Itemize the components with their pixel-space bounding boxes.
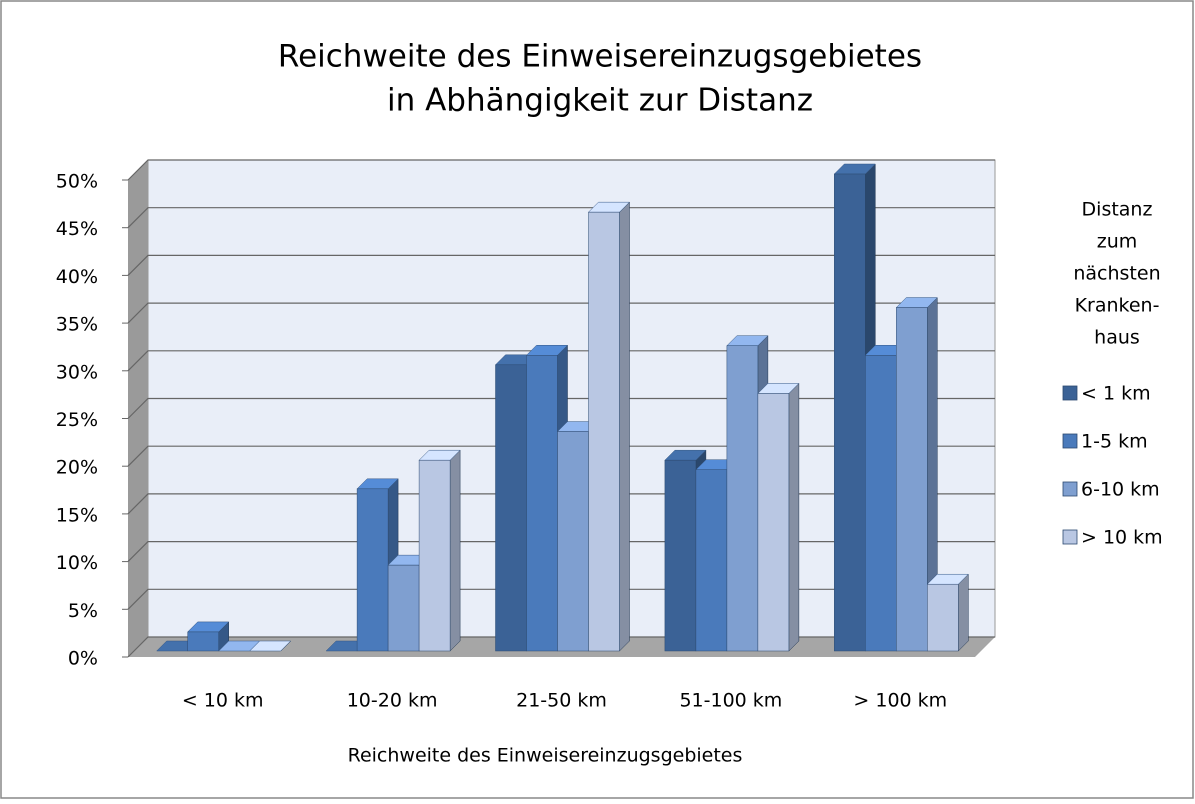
bar [526, 355, 558, 652]
y-tick-label: 35% [56, 314, 98, 336]
y-tick-label: 50% [56, 171, 98, 193]
bar [927, 583, 959, 652]
bar [187, 631, 219, 652]
grid-line [127, 207, 995, 229]
chart-title: in Abhängigkeit zur Distanz [387, 83, 813, 119]
legend-title: nächsten [1073, 263, 1160, 285]
bar [588, 211, 620, 652]
grid-line [127, 254, 995, 276]
legend-label: 1-5 km [1081, 431, 1148, 453]
bar [664, 459, 697, 652]
bar-side [788, 382, 800, 652]
bar-side [449, 449, 461, 652]
y-tick-label: 10% [56, 552, 98, 574]
bar [356, 488, 389, 652]
legend-label: > 10 km [1081, 527, 1163, 549]
legend-title: Kranken- [1075, 295, 1160, 317]
bar [495, 364, 527, 652]
legend-swatch [1062, 385, 1078, 401]
bar-top [249, 640, 292, 652]
grid-line [127, 302, 995, 324]
bar [896, 307, 928, 652]
legend-title: Distanz [1082, 199, 1153, 221]
grid-line [127, 397, 995, 419]
x-tick-label: 10-20 km [347, 690, 438, 712]
x-axis-title: Reichweite des Einweisereinzugsgebietes [348, 745, 743, 767]
bar [757, 393, 790, 652]
y-tick-label: 15% [56, 504, 98, 526]
grid-line [127, 159, 995, 181]
y-tick-label: 25% [56, 409, 98, 431]
chart-title: Reichweite des Einweisereinzugsgebietes [278, 39, 922, 75]
bar-side [619, 201, 630, 652]
legend-title: haus [1094, 327, 1140, 349]
y-tick-label: 40% [56, 266, 98, 288]
legend-title: zum [1097, 231, 1138, 253]
y-tick-label: 20% [56, 457, 98, 479]
x-tick-label: 21-50 km [516, 690, 607, 712]
y-tick-label: 30% [56, 361, 98, 383]
grid-line [127, 350, 995, 372]
x-tick-label: > 100 km [853, 690, 947, 712]
bar-side [958, 573, 969, 652]
bar [695, 469, 728, 652]
bar [387, 564, 420, 652]
bar [865, 355, 897, 652]
bar [557, 431, 589, 652]
y-tick-label: 0% [68, 648, 98, 670]
bar [418, 459, 451, 652]
legend-swatch [1062, 481, 1078, 497]
legend-label: < 1 km [1081, 383, 1151, 405]
legend-label: 6-10 km [1081, 479, 1160, 501]
grid-line [127, 445, 995, 467]
bar [726, 345, 759, 652]
x-tick-label: < 10 km [182, 690, 264, 712]
y-tick-label: 45% [56, 218, 98, 240]
legend-swatch [1062, 433, 1078, 449]
x-tick-label: 51-100 km [679, 690, 782, 712]
y-tick-label: 5% [68, 600, 98, 622]
legend-swatch [1062, 529, 1078, 545]
bar [834, 173, 866, 652]
